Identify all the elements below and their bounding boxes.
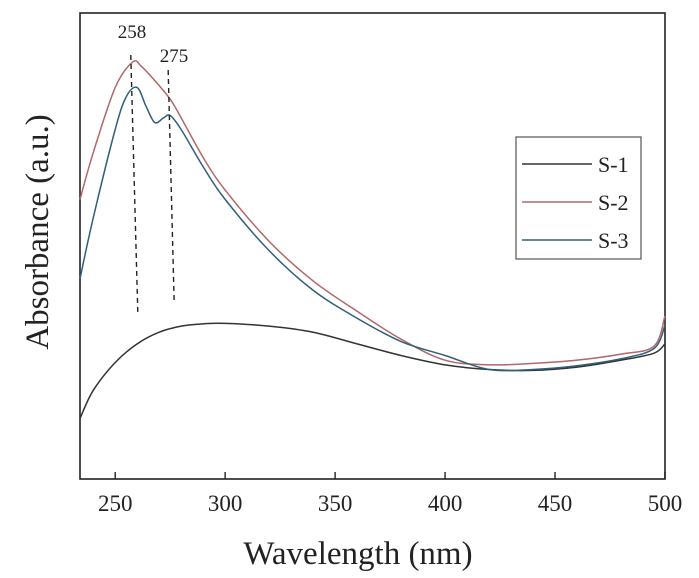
peak-dashed-line xyxy=(167,69,175,303)
x-tick-label: 500 xyxy=(648,491,683,516)
plot-frame xyxy=(79,12,666,480)
legend: S-1 S-2 S-3 xyxy=(515,136,642,260)
legend-label-s-3: S-3 xyxy=(598,228,629,253)
series-line-s-1 xyxy=(79,322,666,419)
y-axis-title: Absorbance (a.u.) xyxy=(20,114,56,349)
peak-annotations: 258 275 xyxy=(118,22,189,313)
x-tick-label: 350 xyxy=(318,491,353,516)
x-tick-label: 400 xyxy=(428,491,463,516)
x-axis-ticks: 250 300 350 400 450 500 xyxy=(98,472,682,516)
series-line-s-3 xyxy=(79,86,666,372)
series-line-s-2 xyxy=(79,60,666,366)
series-layer xyxy=(79,60,666,419)
peak-label: 258 xyxy=(118,22,147,43)
x-tick-label: 450 xyxy=(538,491,573,516)
x-tick-label: 250 xyxy=(98,491,133,516)
peak-label: 275 xyxy=(160,46,189,67)
peak-dashed-line xyxy=(130,54,139,313)
legend-label-s-2: S-2 xyxy=(598,190,629,215)
x-tick-label: 300 xyxy=(208,491,243,516)
legend-box xyxy=(515,136,642,260)
x-axis-title: Wavelength (nm) xyxy=(243,536,472,572)
legend-label-s-1: S-1 xyxy=(598,152,629,177)
